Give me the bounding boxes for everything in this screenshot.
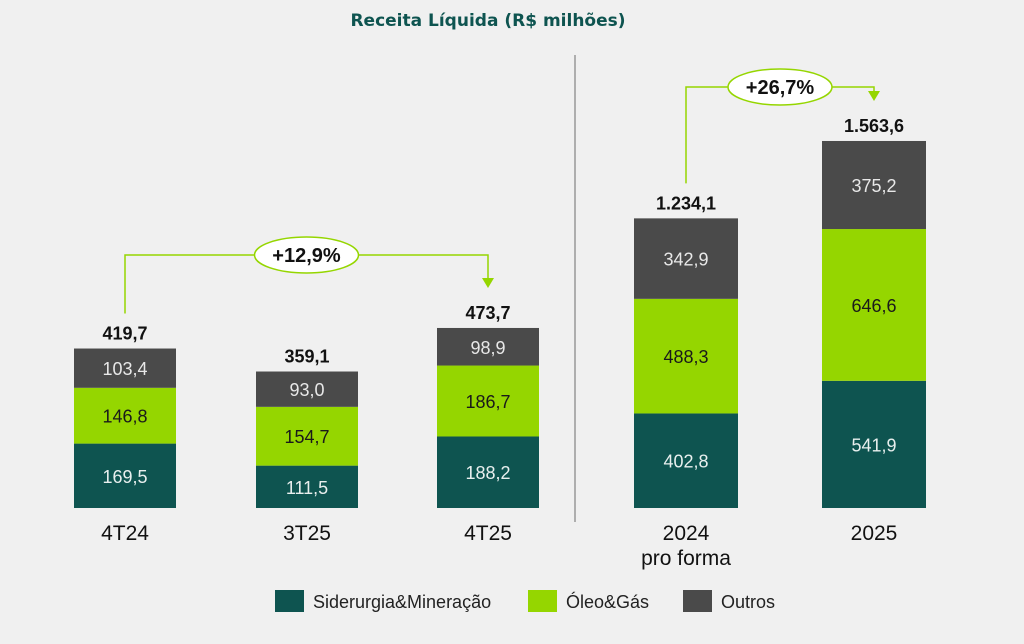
segment-label: 154,7 (284, 427, 329, 447)
bar-segment (437, 327, 539, 366)
segment-label: 169,5 (102, 467, 147, 487)
segment-label: 111,5 (286, 478, 328, 498)
category-label: pro forma (641, 547, 731, 570)
segment-label: 375,2 (851, 176, 896, 196)
bar-segment (437, 365, 539, 437)
bar-segment (822, 229, 926, 381)
total-label: 419,7 (102, 324, 147, 344)
bar-segment (74, 348, 176, 388)
growth-badge (727, 68, 833, 106)
panel-0: 169,5 146,8 103,4 419,7 4T24 111,5 154,7 93,0 35… (74, 236, 539, 545)
bar-segment (74, 443, 176, 508)
bar-segment (437, 436, 539, 508)
category-label: 2024 (663, 522, 710, 545)
legend-label: Outros (721, 592, 775, 612)
segment-label: 488,3 (663, 347, 708, 367)
bar-segment (256, 465, 358, 508)
segment-label: 98,9 (470, 338, 505, 358)
segment-label: 646,6 (851, 296, 896, 316)
bar-segment (256, 371, 358, 407)
legend-label: Óleo&Gás (566, 591, 649, 612)
bar-segment (822, 140, 926, 230)
bar-segment (74, 387, 176, 444)
legend-swatch (275, 590, 304, 612)
growth-arrow-head (482, 278, 494, 288)
chart-title: Receita Líquida (R$ milhões) (350, 11, 625, 31)
total-label: 1.234,1 (656, 193, 716, 213)
bar-segment (634, 218, 738, 299)
segment-label: 93,0 (289, 380, 324, 400)
legend-swatch (683, 590, 712, 612)
bar-segment (256, 406, 358, 466)
category-label: 2025 (851, 522, 898, 545)
total-label: 359,1 (284, 347, 329, 367)
legend-swatch (528, 590, 557, 612)
total-label: 473,7 (465, 303, 510, 323)
segment-label: 402,8 (663, 452, 708, 472)
segment-label: 186,7 (465, 392, 510, 412)
legend: Siderurgia&Mineração Óleo&Gás Outros (275, 590, 775, 612)
growth-badge (253, 236, 360, 274)
bar-segment (822, 380, 926, 508)
category-label: 4T24 (101, 522, 149, 545)
category-label: 4T25 (464, 522, 512, 545)
segment-label: 342,9 (663, 250, 708, 270)
segment-label: 103,4 (102, 359, 147, 379)
bar-segment (634, 298, 738, 414)
category-label: 3T25 (283, 522, 331, 545)
legend-label: Siderurgia&Mineração (313, 592, 491, 612)
segment-label: 188,2 (465, 463, 510, 483)
segment-label: 146,8 (102, 407, 147, 427)
growth-arrow-head (868, 91, 880, 101)
total-label: 1.563,6 (844, 116, 904, 136)
growth-label: +26,7% (746, 77, 815, 99)
growth-label: +12,9% (272, 245, 341, 267)
segment-label: 541,9 (851, 435, 896, 455)
bar-segment (634, 413, 738, 508)
